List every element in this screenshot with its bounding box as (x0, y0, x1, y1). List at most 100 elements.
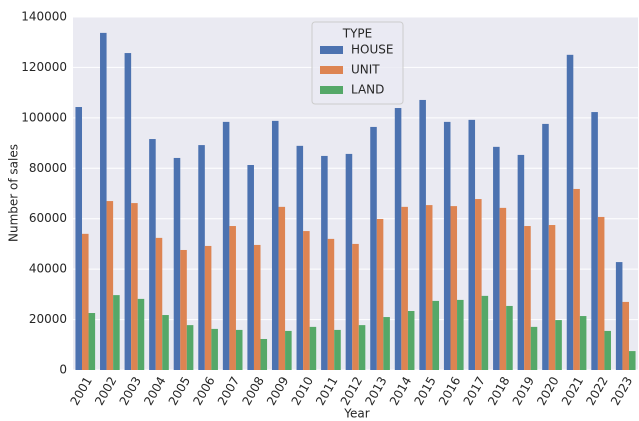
bar (222, 121, 230, 371)
bar (450, 206, 458, 370)
bar (524, 226, 531, 370)
bar (376, 218, 384, 370)
x-tick-label: 2008 (239, 374, 266, 407)
x-tick-label: 2004 (141, 374, 168, 407)
bar (615, 262, 623, 370)
bar (591, 112, 598, 370)
bar (432, 300, 440, 370)
bar (155, 237, 163, 370)
bar (597, 216, 605, 370)
bar (309, 326, 317, 370)
bar (278, 206, 286, 370)
x-tick-label: 2012 (338, 374, 365, 407)
y-tick-label: 120000 (21, 60, 67, 74)
bar (100, 32, 107, 370)
x-tick-label: 2009 (264, 374, 291, 407)
bar (566, 54, 574, 370)
bar (573, 188, 580, 370)
bar (82, 233, 89, 370)
bar (548, 225, 556, 370)
x-tick-label: 2022 (583, 374, 610, 407)
y-tick-label: 20000 (29, 312, 67, 326)
legend-swatch (320, 86, 343, 94)
bar (186, 325, 194, 370)
legend-swatch (320, 46, 343, 54)
bar (542, 123, 549, 370)
legend-swatch (320, 66, 343, 74)
bar (370, 126, 377, 370)
bar (481, 295, 489, 370)
bar (253, 244, 261, 370)
x-tick-label: 2020 (534, 374, 561, 407)
x-tick-label: 2016 (436, 374, 463, 407)
bar (180, 249, 187, 370)
bar (229, 226, 236, 370)
x-tick-label: 2005 (166, 374, 193, 407)
bar (622, 301, 629, 370)
x-tick-label: 2017 (461, 374, 488, 407)
x-tick-label: 2023 (608, 374, 635, 407)
bar (149, 139, 156, 370)
x-tick-label: 2010 (289, 374, 316, 407)
bar (137, 298, 145, 370)
y-tick-label: 60000 (29, 211, 67, 225)
x-tick-label: 2021 (559, 374, 586, 407)
bar (345, 153, 353, 370)
x-tick-label: 2014 (387, 374, 414, 407)
x-tick-label: 2011 (313, 374, 340, 407)
bar (383, 317, 390, 370)
bar (579, 316, 587, 370)
bar (401, 206, 408, 370)
x-tick-label: 2002 (92, 374, 119, 407)
x-tick-label: 2001 (68, 374, 95, 407)
bar (204, 245, 212, 370)
legend-label: LAND (351, 83, 384, 97)
y-tick-label: 140000 (21, 10, 67, 24)
bar (198, 145, 205, 370)
bar (131, 203, 138, 370)
bar (419, 99, 426, 370)
x-tick-label: 2003 (117, 374, 144, 407)
bar (271, 120, 279, 370)
bar (247, 165, 254, 370)
bar (358, 325, 366, 370)
bar (604, 330, 611, 370)
legend-label: HOUSE (351, 43, 393, 57)
bar (394, 108, 402, 371)
bar (303, 231, 310, 370)
x-tick-label: 2013 (362, 374, 389, 407)
bar (260, 338, 268, 370)
x-tick-label: 2007 (215, 374, 242, 407)
x-tick-label: 2019 (510, 374, 537, 407)
bar (88, 313, 96, 370)
x-tick-label: 2015 (411, 374, 438, 407)
bar (235, 329, 243, 370)
x-tick-label: 2018 (485, 374, 512, 407)
bar (517, 154, 525, 370)
bar (173, 157, 181, 370)
bar (475, 199, 482, 370)
bar (407, 310, 415, 370)
legend-box (311, 21, 404, 105)
bar (506, 305, 513, 370)
y-tick-label: 40000 (29, 262, 67, 276)
bar (124, 53, 132, 370)
x-axis-label: Year (343, 407, 369, 421)
bar (106, 201, 114, 370)
bar (334, 329, 341, 370)
legend-label: UNIT (351, 63, 380, 77)
bar (321, 155, 328, 370)
bar (162, 315, 169, 370)
y-tick-label: 80000 (29, 161, 67, 175)
bar (352, 243, 359, 370)
bar (113, 295, 120, 370)
bar (628, 351, 636, 370)
bar (285, 330, 292, 370)
bar (530, 326, 538, 370)
bar (425, 205, 433, 370)
bar (493, 146, 500, 370)
bar (443, 121, 451, 371)
bar (211, 328, 218, 370)
y-axis-label: Number of sales (7, 144, 21, 242)
